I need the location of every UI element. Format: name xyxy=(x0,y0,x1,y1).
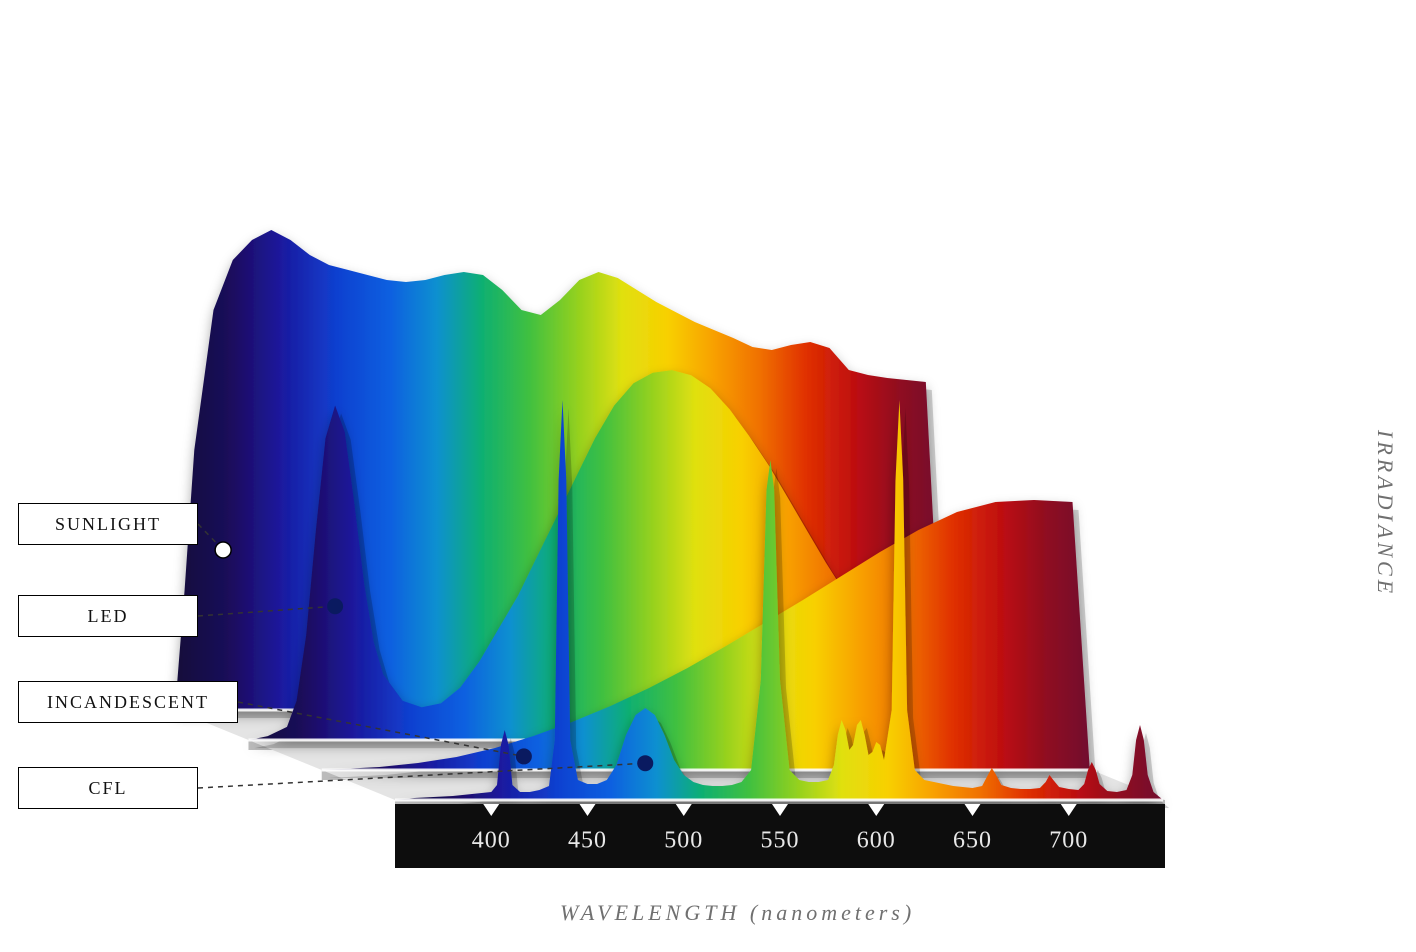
legend-led: LED xyxy=(18,595,198,637)
x-tick-label: 600 xyxy=(857,828,896,854)
x-tick-label: 500 xyxy=(664,828,703,854)
leader-dot-sunlight xyxy=(215,542,231,558)
leader-dot-led xyxy=(327,598,343,614)
leader-dot-cfl xyxy=(637,755,653,771)
x-tick-label: 400 xyxy=(472,828,511,854)
y-axis-label: IRRADIANCE xyxy=(1372,430,1398,597)
x-tick-label: 550 xyxy=(761,828,800,854)
x-axis-label: WAVELENGTH (nanometers) xyxy=(560,900,915,926)
x-tick-label: 450 xyxy=(568,828,607,854)
legend-cfl: CFL xyxy=(18,767,198,809)
x-tick-label: 700 xyxy=(1049,828,1088,854)
legend-incandescent: INCANDESCENT xyxy=(18,681,238,723)
legend-sunlight: SUNLIGHT xyxy=(18,503,198,545)
x-tick-label: 650 xyxy=(953,828,992,854)
leader-dot-incandescent xyxy=(516,748,532,764)
